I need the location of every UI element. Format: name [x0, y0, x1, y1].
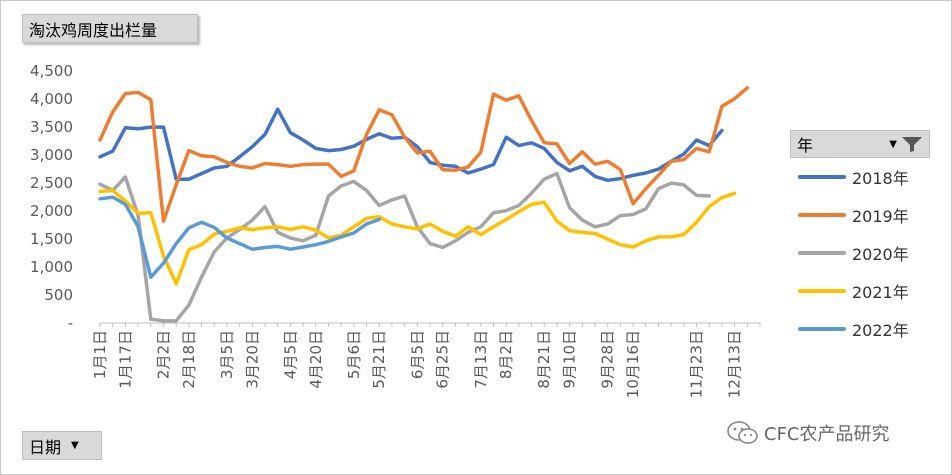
x-tick-label: 12月13日: [726, 330, 744, 398]
legend-swatch: [798, 251, 846, 255]
x-tick-label: 5月21日: [370, 330, 388, 389]
x-tick-label: 8月21日: [535, 330, 553, 389]
x-tick-label: 6月25日: [434, 330, 452, 389]
x-tick-label: 8月2日: [497, 330, 515, 379]
y-tick-label: 3,500: [30, 118, 73, 136]
watermark: CFC农产品研究: [726, 420, 890, 446]
y-tick-label: 2,500: [30, 174, 73, 192]
legend-title: 年: [797, 136, 814, 155]
x-tick-label: 2月18日: [180, 330, 198, 389]
series-line: [98, 86, 750, 223]
x-tick-label: 1月1日: [91, 330, 109, 379]
x-tick-label: 7月13日: [472, 330, 490, 389]
chevron-down-icon: ▼: [889, 138, 897, 150]
y-tick-label: 4,500: [30, 62, 73, 80]
legend-label: 2021年: [852, 283, 909, 302]
y-tick-label: 3,000: [30, 146, 73, 164]
x-tick-label: 3月5日: [218, 330, 236, 379]
axis-field-label: 日期: [29, 437, 62, 457]
x-tick-label: 9月28日: [599, 330, 617, 389]
filter-icon: [902, 137, 922, 152]
x-tick-label: 11月23日: [688, 330, 706, 398]
legend-item[interactable]: 2022年: [798, 319, 909, 340]
watermark-text: CFC农产品研究: [764, 424, 890, 445]
x-tick-label: 10月16日: [624, 330, 642, 398]
legend-filter-button[interactable]: 年 ▼: [790, 130, 930, 158]
x-tick-label: 1月17日: [116, 330, 134, 389]
chart-title-button[interactable]: 淘汰鸡周度出栏量: [22, 14, 198, 43]
y-tick-label: -: [68, 314, 73, 332]
legend-label: 2018年: [852, 169, 909, 188]
x-tick-label: 6月5日: [408, 330, 426, 379]
chart-axes: - 500 1,000 1,500 2,000 2,500 3,000 3,500 4,000 4…: [30, 62, 761, 398]
legend-item[interactable]: 2021年: [798, 281, 909, 302]
legend-item[interactable]: 2019年: [798, 205, 909, 226]
y-tick-label: 1,500: [30, 230, 73, 248]
x-tick-label: 2月2日: [154, 330, 172, 379]
legend-item[interactable]: 2020年: [798, 243, 909, 264]
x-tick-label: 5月6日: [345, 330, 363, 379]
y-tick-label: 4,000: [30, 90, 73, 108]
series-line: [98, 107, 724, 183]
y-tick-label: 2,000: [30, 202, 73, 220]
legend-swatch: [798, 213, 846, 217]
x-tick-label: 3月20日: [243, 330, 261, 389]
legend-label: 2020年: [852, 245, 909, 264]
legend-swatch: [798, 175, 846, 179]
legend-swatch: [798, 327, 846, 331]
chart-series: [98, 86, 750, 323]
chevron-down-icon: ▼: [71, 440, 79, 451]
x-tick-label: 4月5日: [281, 330, 299, 379]
x-tick-label: 4月20日: [307, 330, 325, 389]
legend-label: 2022年: [852, 321, 909, 340]
legend-item[interactable]: 2018年: [798, 167, 909, 188]
series-line: [98, 188, 737, 286]
y-tick-label: 500: [44, 286, 73, 304]
wechat-icon: [727, 421, 758, 444]
series-line: [98, 195, 381, 279]
legend-label: 2019年: [852, 207, 909, 226]
legend-swatch: [798, 289, 846, 293]
chart-title: 淘汰鸡周度出栏量: [29, 20, 158, 40]
series-line: [98, 171, 711, 323]
axis-field-button[interactable]: 日期 ▼: [22, 431, 102, 460]
x-tick-label: 9月10日: [561, 330, 579, 389]
y-tick-label: 1,000: [30, 258, 73, 276]
